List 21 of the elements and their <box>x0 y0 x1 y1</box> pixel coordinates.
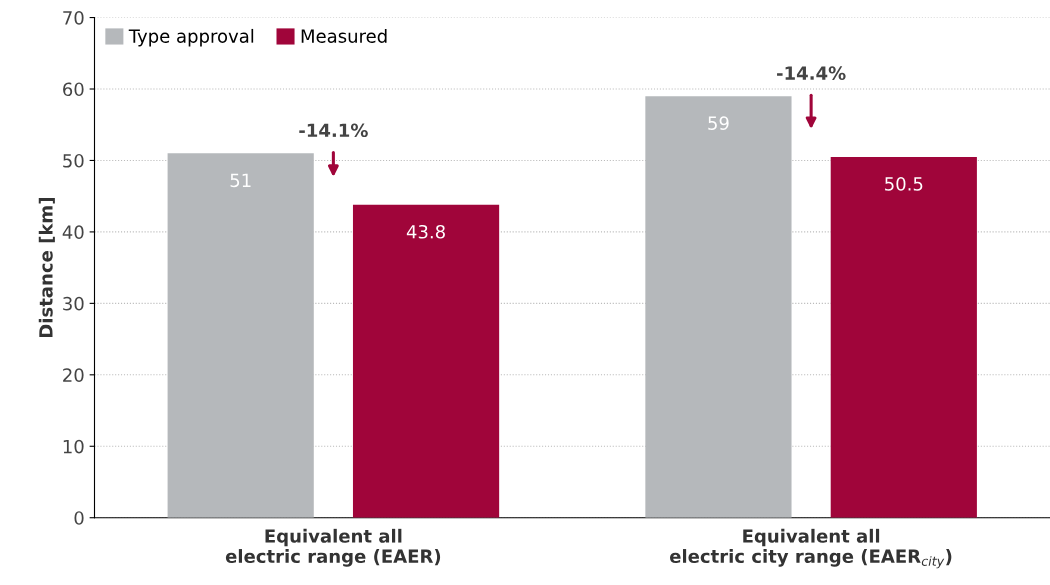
bar <box>352 204 500 518</box>
y-tick-label: 10 <box>63 439 84 454</box>
y-tick-label: 30 <box>63 296 84 311</box>
data-label: 50.5 <box>885 177 923 191</box>
y-tick-label: 40 <box>62 225 84 240</box>
annotation: -14.1% <box>299 123 368 138</box>
y-tick-label: 60 <box>63 82 84 97</box>
y-tick-label: 20 <box>63 368 84 382</box>
y-axis-title: Distance [km] <box>38 198 55 338</box>
data-label: 59 <box>708 116 729 130</box>
data-label: 43.8 <box>406 224 445 239</box>
y-tick-label: 70 <box>63 11 84 25</box>
data-label: 51 <box>230 173 251 188</box>
x-tick-label: Equivalent all electric range (EAER) <box>225 528 441 567</box>
legend-label: Measured <box>301 28 387 43</box>
x-tick-label: Equivalent all electric city range (EAER$_{city}$) <box>669 528 952 569</box>
bar <box>830 156 977 518</box>
y-tick-label: 50 <box>63 153 84 168</box>
annotation: -14.4% <box>777 66 846 80</box>
y-tick-label: 0 <box>74 511 84 525</box>
legend-label: Type approval <box>128 28 254 47</box>
